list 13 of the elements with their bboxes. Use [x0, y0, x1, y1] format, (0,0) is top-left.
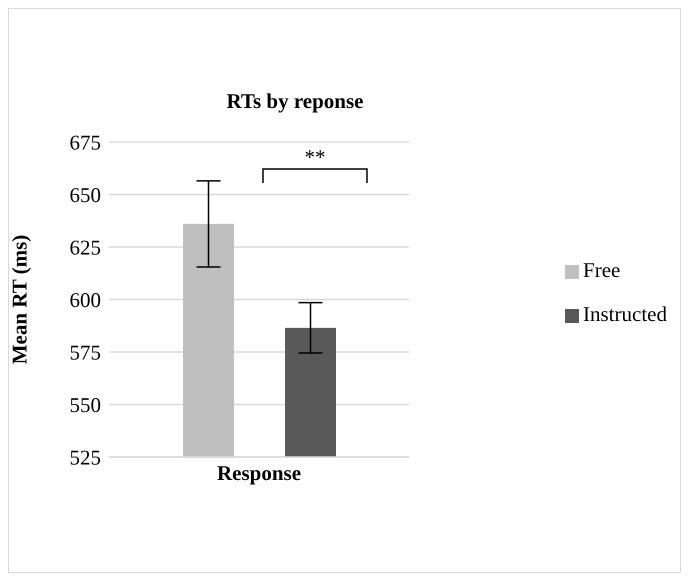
y-tick-label: 525: [70, 445, 101, 470]
y-tick-label: 675: [70, 130, 101, 154]
x-tick-label: Response: [217, 460, 302, 485]
legend-label: Instructed: [583, 302, 667, 326]
chart-title: RTs by reponse: [226, 89, 364, 114]
y-tick-label: 575: [70, 340, 101, 364]
y-tick-label: 625: [70, 235, 101, 260]
y-tick-label: 600: [70, 288, 101, 312]
y-tick-label: 550: [70, 392, 101, 417]
legend-label: Free: [583, 258, 620, 282]
y-tick-label: 650: [70, 182, 101, 207]
y-axis-title: Mean RT (ms): [7, 234, 32, 364]
annotation: **: [304, 144, 326, 170]
